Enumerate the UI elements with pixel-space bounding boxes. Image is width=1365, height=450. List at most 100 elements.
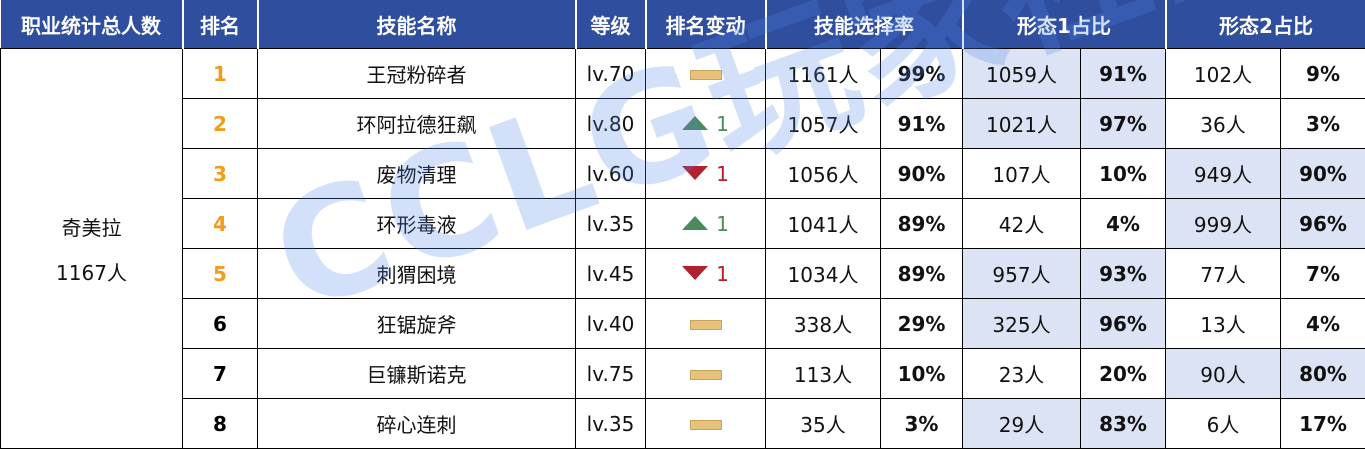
- table-row: 3 废物清理 lv.60 1 1056人 90% 107人 10% 949人 90%: [1, 148, 1365, 199]
- skill-level: lv.60: [575, 148, 646, 199]
- form1-pct: 93%: [1079, 248, 1167, 299]
- rank-cell: 5: [182, 248, 258, 299]
- select-count: 113人: [765, 348, 881, 399]
- skill-level: lv.80: [575, 98, 646, 149]
- skill-level: lv.40: [575, 298, 646, 349]
- form1-count: 957人: [962, 248, 1081, 299]
- table-row: 5 刺猬困境 lv.45 1 1034人 89% 957人 93% 77人 7%: [1, 248, 1365, 299]
- rank-change: [645, 48, 766, 99]
- select-count: 1034人: [765, 248, 881, 299]
- class-name: 奇美拉: [61, 215, 122, 240]
- skill-name: 刺猬困境: [257, 248, 576, 299]
- change-icon: [682, 115, 709, 130]
- table-row: 2 环阿拉德狂飙 lv.80 1 1057人 91% 1021人 97% 36人 3%: [1, 98, 1365, 149]
- rank-cell: 8: [182, 398, 258, 449]
- rank-cell: 7: [182, 348, 258, 399]
- form1-count: 107人: [962, 148, 1081, 199]
- table-row: 7 巨镰斯诺克 lv.75 113人 10% 23人 20% 90人 80%: [1, 348, 1365, 399]
- skill-level: lv.35: [575, 198, 646, 249]
- select-count: 1161人: [765, 48, 881, 99]
- header-cell: 形态1占比: [961, 0, 1166, 49]
- header-cell: 等级: [574, 0, 646, 49]
- rank-change: 1: [645, 98, 766, 149]
- rank-cell: 2: [182, 98, 258, 149]
- rank-change: 1: [645, 148, 766, 199]
- skill-level: lv.35: [575, 398, 646, 449]
- select-pct: 10%: [880, 348, 963, 399]
- form2-count: 102人: [1165, 48, 1282, 99]
- skill-name: 环阿拉德狂飙: [257, 98, 576, 149]
- select-count: 1056人: [765, 148, 881, 199]
- header-cell: 职业统计总人数: [0, 0, 183, 49]
- class-total: 1167人: [56, 260, 127, 285]
- skill-level: lv.75: [575, 348, 646, 399]
- table-row: 8 碎心连刺 lv.35 35人 3% 29人 83% 6人 17%: [1, 398, 1365, 449]
- table-body: 奇美拉 1167人 1 王冠粉碎者 lv.70 1161人 99% 1059人 91% 102人 9…: [0, 48, 1365, 449]
- select-count: 35人: [765, 398, 881, 449]
- form1-count: 1021人: [962, 98, 1081, 149]
- rank-cell: 6: [182, 298, 258, 349]
- form1-count: 1059人: [962, 48, 1081, 99]
- rank-change: [645, 298, 766, 349]
- form2-pct: 90%: [1280, 148, 1365, 199]
- header-cell: 技能选择率: [764, 0, 963, 49]
- change-amount: 1: [716, 211, 729, 236]
- form1-pct: 97%: [1079, 98, 1167, 149]
- select-pct: 89%: [880, 198, 963, 249]
- skill-level: lv.45: [575, 248, 646, 299]
- select-count: 1057人: [765, 98, 881, 149]
- change-icon: [689, 420, 722, 430]
- form2-pct: 80%: [1280, 348, 1365, 399]
- form2-count: 999人: [1165, 198, 1282, 249]
- form2-count: 13人: [1165, 298, 1282, 349]
- form1-count: 42人: [962, 198, 1081, 249]
- change-icon: [689, 320, 722, 330]
- form1-count: 23人: [962, 348, 1081, 399]
- form2-pct: 3%: [1280, 98, 1365, 149]
- table-row: 4 环形毒液 lv.35 1 1041人 89% 42人 4% 999人 96%: [1, 198, 1365, 249]
- table-row: 6 狂锯旋斧 lv.40 338人 29% 325人 96% 13人 4%: [1, 298, 1365, 349]
- rank-change: 1: [645, 198, 766, 249]
- form2-pct: 17%: [1280, 398, 1365, 449]
- form1-pct: 10%: [1079, 148, 1167, 199]
- form2-count: 949人: [1165, 148, 1282, 199]
- form1-pct: 91%: [1079, 48, 1167, 99]
- rank-cell: 3: [182, 148, 258, 199]
- select-pct: 29%: [880, 298, 963, 349]
- skill-name: 碎心连刺: [257, 398, 576, 449]
- change-amount: 1: [716, 261, 729, 286]
- change-icon: [689, 70, 722, 80]
- select-pct: 89%: [880, 248, 963, 299]
- form1-count: 29人: [962, 398, 1081, 449]
- form1-pct: 20%: [1079, 348, 1167, 399]
- change-amount: 1: [716, 111, 729, 136]
- form2-count: 36人: [1165, 98, 1282, 149]
- skill-name: 废物清理: [257, 148, 576, 199]
- change-icon: [682, 165, 709, 180]
- select-pct: 90%: [880, 148, 963, 199]
- form2-pct: 4%: [1280, 298, 1365, 349]
- select-count: 338人: [765, 298, 881, 349]
- change-icon: [689, 370, 722, 380]
- form1-pct: 96%: [1079, 298, 1167, 349]
- rank-change: [645, 348, 766, 399]
- rank-change: [645, 398, 766, 449]
- skill-name: 巨镰斯诺克: [257, 348, 576, 399]
- header-cell: 排名变动: [644, 0, 766, 49]
- change-icon: [682, 265, 709, 280]
- form1-pct: 83%: [1079, 398, 1167, 449]
- rank-cell: 1: [182, 48, 258, 99]
- form2-pct: 7%: [1280, 248, 1365, 299]
- header-cell: 技能名称: [256, 0, 576, 49]
- form2-pct: 9%: [1280, 48, 1365, 99]
- form1-count: 325人: [962, 298, 1081, 349]
- rank-change: 1: [645, 248, 766, 299]
- select-pct: 99%: [880, 48, 963, 99]
- select-pct: 3%: [880, 398, 963, 449]
- change-amount: 1: [716, 161, 729, 186]
- skill-name: 狂锯旋斧: [257, 298, 576, 349]
- rank-cell: 4: [182, 198, 258, 249]
- change-icon: [682, 215, 709, 230]
- header-cell: 排名: [181, 0, 258, 49]
